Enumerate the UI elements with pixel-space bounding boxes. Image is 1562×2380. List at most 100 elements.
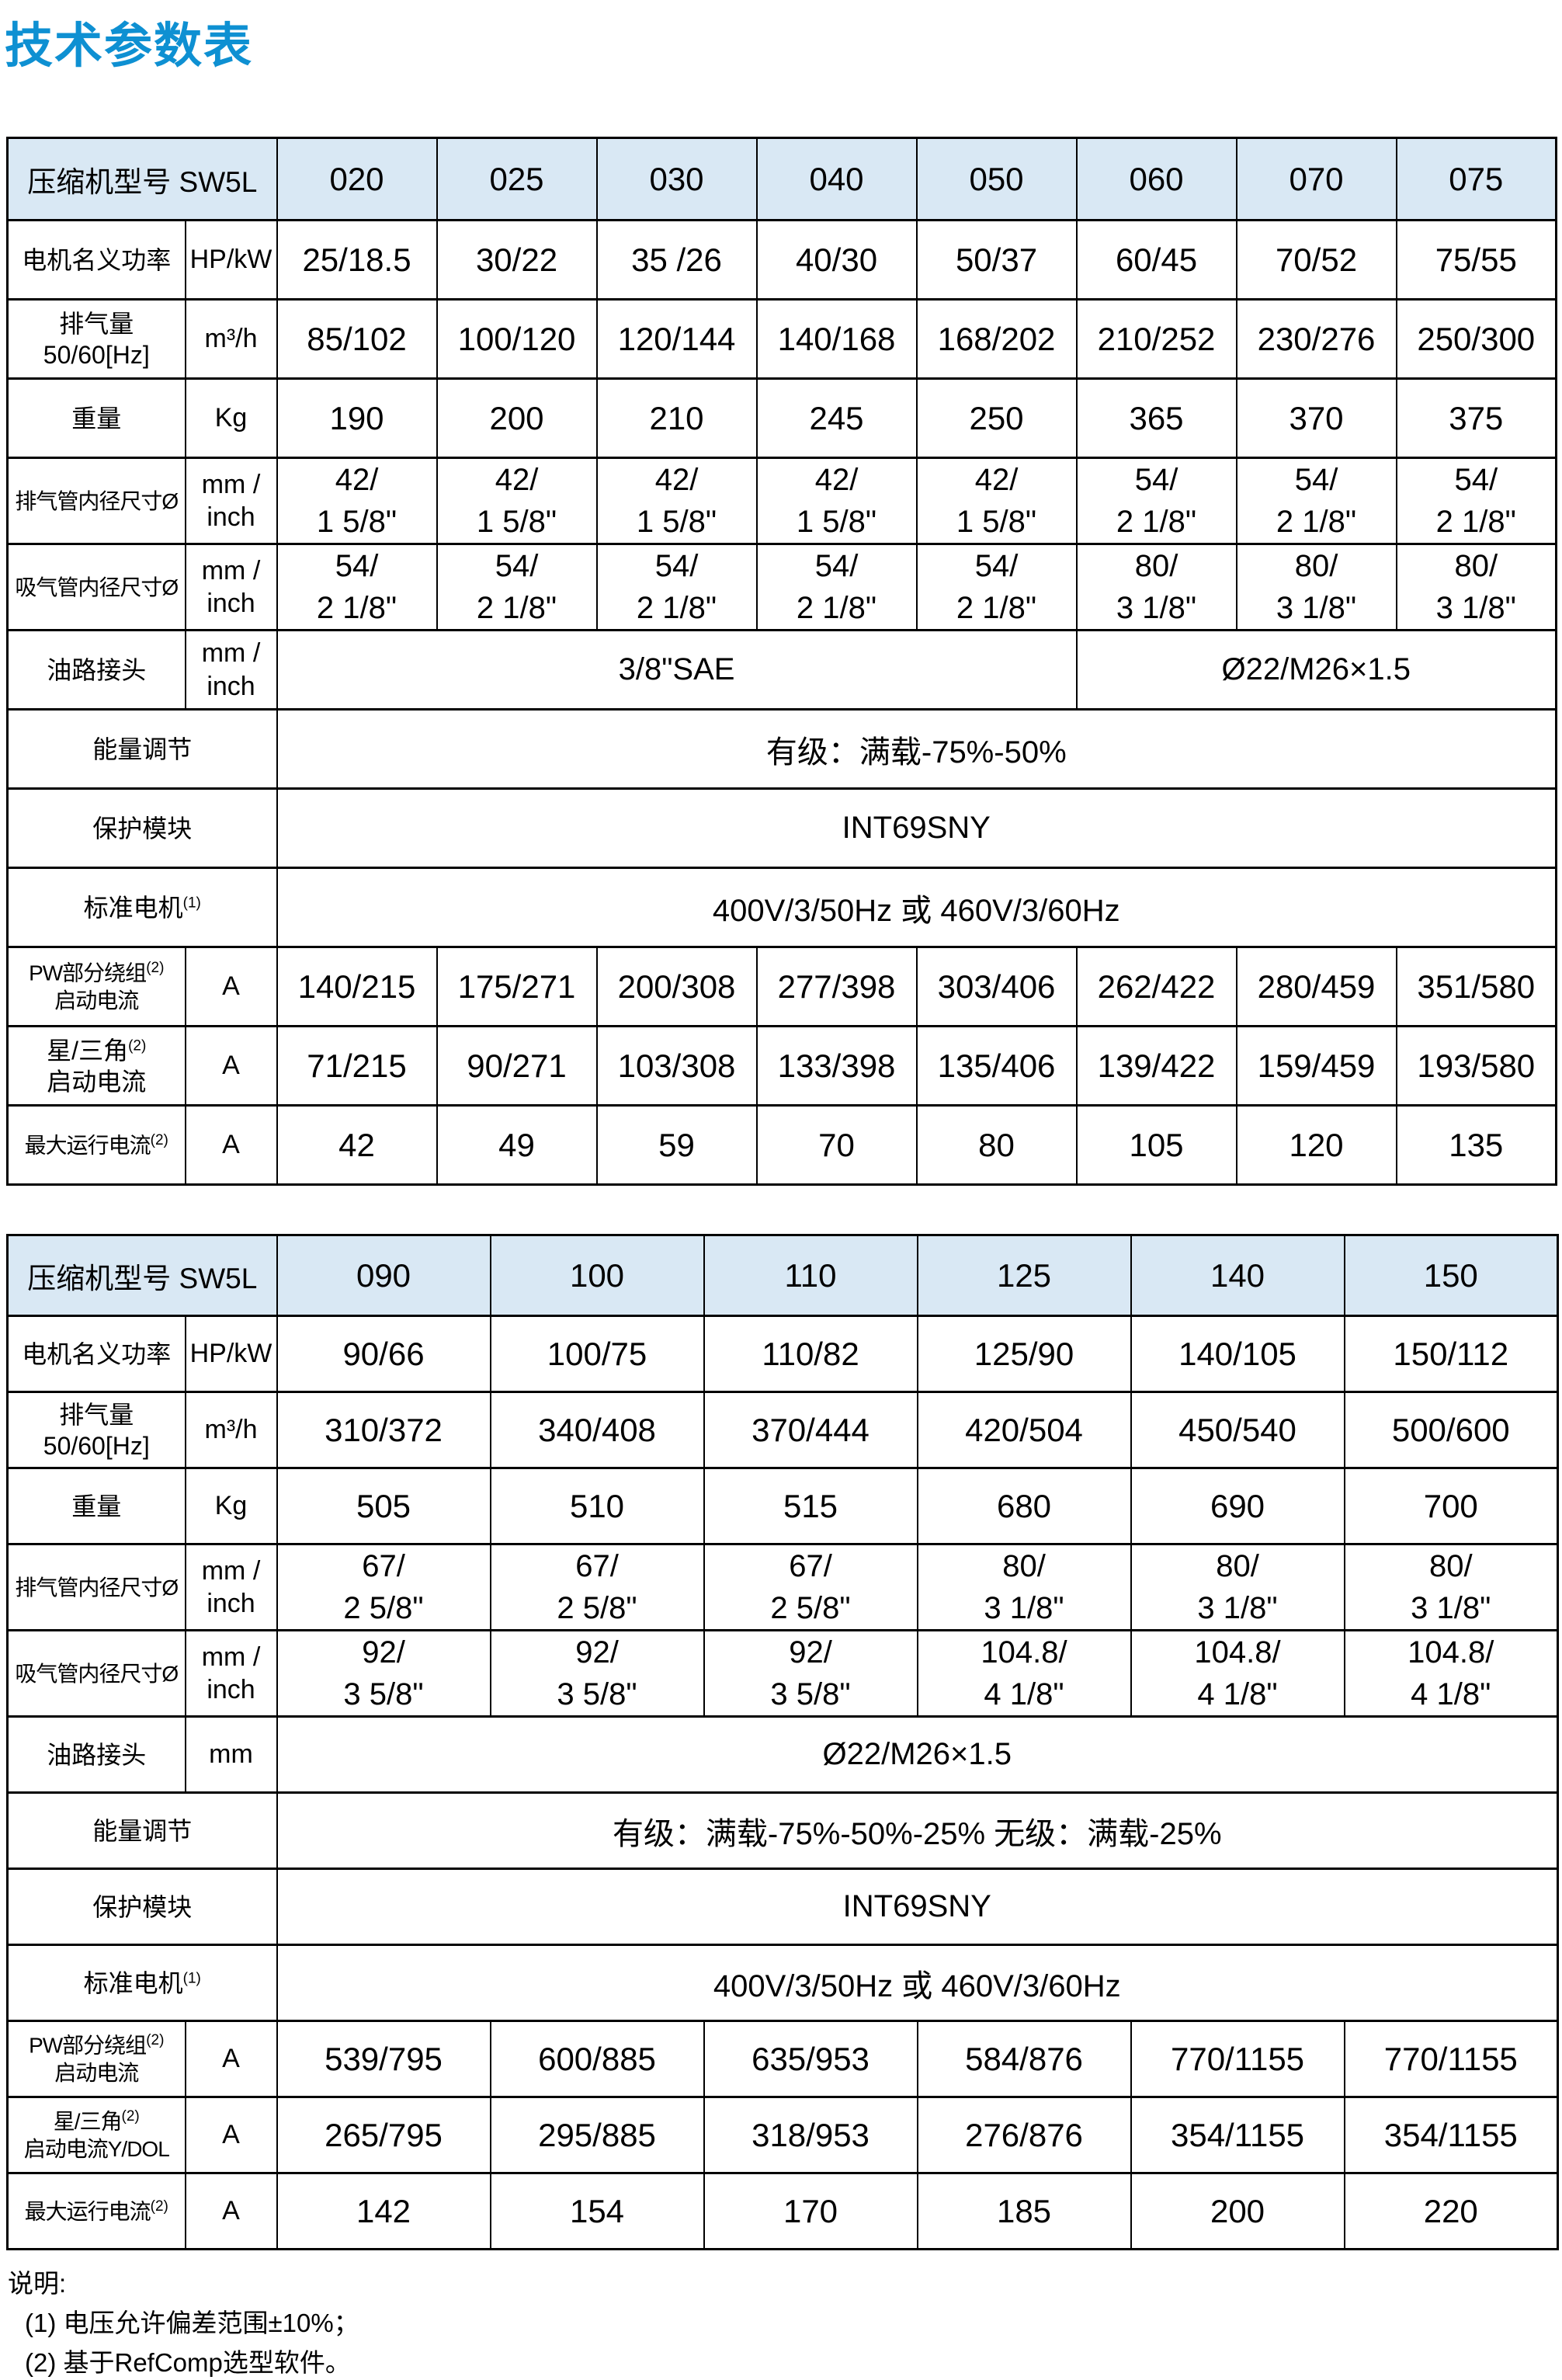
value-cell: 103/308 <box>595 1025 758 1107</box>
value-cell: 104.8/ 4 1/8" <box>1343 1629 1559 1718</box>
value-cell: 54/ 2 1/8" <box>276 543 438 631</box>
unit-cell: A <box>184 2096 278 2174</box>
value-cell: 50/37 <box>915 219 1078 301</box>
model-cell: 075 <box>1395 137 1557 221</box>
model-series-label: 压缩机型号 SW5L <box>6 1234 278 1317</box>
value-cell: 92/ 3 5/8" <box>703 1629 918 1718</box>
value-cell: 210 <box>595 377 758 459</box>
row-protection-module: 保护模块 INT69SNY <box>6 787 1557 869</box>
value-cell: 370/444 <box>703 1391 918 1469</box>
row-label-sup: (1) <box>182 1969 201 1986</box>
model-cell: 070 <box>1235 137 1397 221</box>
value-cell: 420/504 <box>916 1391 1132 1469</box>
row-label: 吸气管内径尺寸Ø <box>6 1629 186 1718</box>
model-cell: 100 <box>489 1234 705 1317</box>
value-cell: 318/953 <box>703 2096 918 2174</box>
value-cell: 354/1155 <box>1130 2096 1345 2174</box>
value-cell: 276/876 <box>916 2096 1132 2174</box>
unit-cell: HP/kW <box>184 219 278 301</box>
row-label-line: PW部分绕组(2) <box>29 960 165 985</box>
notes-heading: 说明: <box>8 2269 67 2298</box>
value-cell: 280/459 <box>1235 946 1397 1027</box>
value-cell: 92/ 3 5/8" <box>489 1629 705 1718</box>
unit-cell: HP/kW <box>184 1315 278 1393</box>
value-cell: 370 <box>1235 377 1397 459</box>
unit-cell: mm / inch <box>184 1543 278 1631</box>
model-cell: 090 <box>276 1234 491 1317</box>
row-protection-module: 保护模块 INT69SNY <box>6 1868 1559 1946</box>
value-cell: 351/580 <box>1395 946 1557 1027</box>
model-cell: 150 <box>1343 1234 1559 1317</box>
model-cell: 110 <box>703 1234 918 1317</box>
value-cell: 80 <box>915 1104 1078 1186</box>
row-star-delta-start-current: 星/三角(2) 启动电流 A 71/215 90/271 103/308 133… <box>6 1025 1557 1107</box>
value-cell: 635/953 <box>703 2020 918 2098</box>
value-cell: 515 <box>703 1467 918 1545</box>
value-cell: 230/276 <box>1235 298 1397 380</box>
row-label-sup: (2) <box>150 2198 168 2215</box>
value-cell: 70 <box>755 1104 918 1186</box>
value-cell: 262/422 <box>1075 946 1237 1027</box>
value-cell-span: 400V/3/50Hz 或 460V/3/60Hz <box>276 1944 1559 2022</box>
table-spacer <box>0 1186 1562 1234</box>
value-cell: 42/ 1 5/8" <box>276 457 438 545</box>
value-cell: 67/ 2 5/8" <box>703 1543 918 1631</box>
model-cell: 060 <box>1075 137 1237 221</box>
unit-cell: A <box>184 1104 278 1186</box>
row-label: 油路接头 <box>6 629 186 711</box>
row-max-running-current: 最大运行电流(2) A 142 154 170 185 200 220 <box>6 2172 1559 2250</box>
row-label: 排气量 50/60[Hz] <box>6 298 186 380</box>
value-cell: 67/ 2 5/8" <box>489 1543 705 1631</box>
value-cell: 120/144 <box>595 298 758 380</box>
value-cell: 54/ 2 1/8" <box>595 543 758 631</box>
row-label-text: 最大运行电流 <box>24 2199 151 2224</box>
row-label-sup: (1) <box>182 894 201 911</box>
value-cell: 104.8/ 4 1/8" <box>1130 1629 1345 1718</box>
value-cell: 90/271 <box>436 1025 598 1107</box>
table-header-row: 压缩机型号 SW5L 090 100 110 125 140 150 <box>6 1234 1559 1317</box>
value-cell: 510 <box>489 1467 705 1545</box>
value-cell: 140/215 <box>276 946 438 1027</box>
row-pw-start-current: PW部分绕组(2) 启动电流 A 539/795 600/885 635/953… <box>6 2020 1559 2098</box>
row-label-line: 50/60[Hz] <box>43 1431 150 1460</box>
row-label-text: 标准电机 <box>83 1968 183 1997</box>
model-cell: 050 <box>915 137 1078 221</box>
value-cell: 125/90 <box>916 1315 1132 1393</box>
value-cell: 90/66 <box>276 1315 491 1393</box>
value-cell: 42/ 1 5/8" <box>755 457 918 545</box>
row-label: 最大运行电流(2) <box>6 1104 186 1186</box>
row-label-line: 启动电流 <box>54 2060 139 2085</box>
row-label: 星/三角(2) 启动电流 <box>6 1025 186 1107</box>
value-cell: 193/580 <box>1395 1025 1557 1107</box>
row-label-line: 排气量 <box>59 309 134 338</box>
value-cell: 135/406 <box>915 1025 1078 1107</box>
row-label-line: 50/60[Hz] <box>43 340 150 369</box>
value-cell: 200/308 <box>595 946 758 1027</box>
value-cell: 200 <box>1130 2172 1345 2250</box>
value-cell: 142 <box>276 2172 491 2250</box>
note-line: (1) 电压允许偏差范围±10%； <box>25 2309 359 2337</box>
row-label: 保护模块 <box>6 787 278 869</box>
row-label-line: 星/三角(2) <box>53 2108 140 2134</box>
row-label-line: 排气量 <box>59 1400 134 1429</box>
spec-table-1: 压缩机型号 SW5L 020 025 030 040 050 060 070 0… <box>6 137 1558 1186</box>
value-cell: 100/120 <box>436 298 598 380</box>
unit-cell: A <box>184 2172 278 2250</box>
row-label-text: 标准电机 <box>83 893 183 922</box>
row-suction-pipe: 吸气管内径尺寸Ø mm / inch 54/ 2 1/8" 54/ 2 1/8"… <box>6 543 1557 631</box>
row-label: 电机名义功率 <box>6 219 186 301</box>
value-cell: 71/215 <box>276 1025 438 1107</box>
unit-cell: mm / inch <box>184 457 278 545</box>
row-label-line: PW部分绕组(2) <box>29 2032 165 2058</box>
row-label: 重量 <box>6 1467 186 1545</box>
value-cell: 168/202 <box>915 298 1078 380</box>
value-cell: 42/ 1 5/8" <box>595 457 758 545</box>
value-cell: 120 <box>1235 1104 1397 1186</box>
value-cell: 303/406 <box>915 946 1078 1027</box>
value-cell: 54/ 2 1/8" <box>1075 457 1237 545</box>
row-oil-connection: 油路接头 mm Ø22/M26×1.5 <box>6 1715 1559 1794</box>
model-cell: 125 <box>916 1234 1132 1317</box>
unit-cell: A <box>184 946 278 1027</box>
row-standard-motor: 标准电机(1) 400V/3/50Hz 或 460V/3/60Hz <box>6 867 1557 948</box>
row-standard-motor: 标准电机(1) 400V/3/50Hz 或 460V/3/60Hz <box>6 1944 1559 2022</box>
